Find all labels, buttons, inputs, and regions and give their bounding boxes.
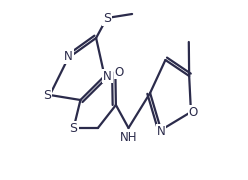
Text: NH: NH (120, 131, 137, 144)
Text: S: S (70, 122, 78, 134)
Text: O: O (188, 105, 198, 118)
Text: O: O (115, 66, 124, 78)
Text: N: N (103, 69, 112, 82)
Text: S: S (43, 89, 51, 102)
Text: N: N (157, 125, 165, 138)
Text: S: S (103, 12, 111, 24)
Text: N: N (64, 50, 73, 63)
